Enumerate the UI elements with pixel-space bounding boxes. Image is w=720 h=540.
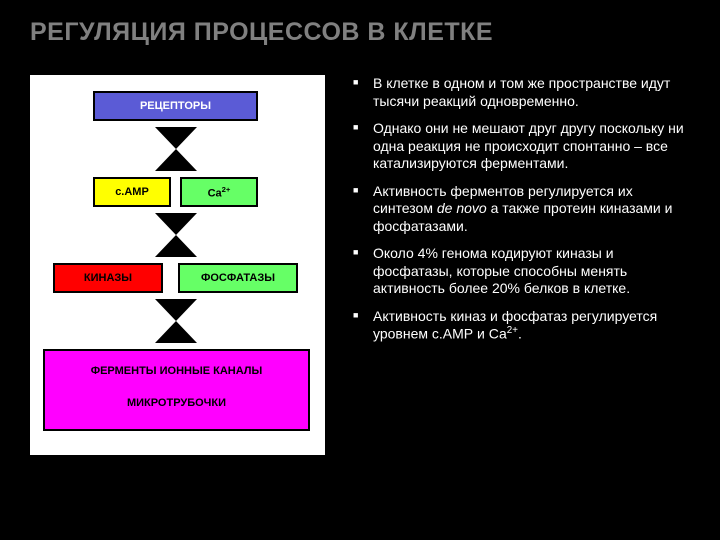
label-receptors: РЕЦЕПТОРЫ xyxy=(140,100,211,112)
bullet-item: Активность киназ и фосфатаз регулируется… xyxy=(353,308,690,344)
label-kinases: КИНАЗЫ xyxy=(84,272,132,284)
box-receptors: РЕЦЕПТОРЫ xyxy=(93,91,258,121)
box-camp: с.АМР xyxy=(93,177,171,207)
label-ca: Ca2+ xyxy=(208,185,231,200)
bullet-item: Активность ферментов регулируется их син… xyxy=(353,183,690,236)
label-phosphatases: ФОСФАТАЗЫ xyxy=(201,272,275,284)
bullet-item: Однако они не мешают друг другу поскольк… xyxy=(353,120,690,173)
flow-diagram: РЕЦЕПТОРЫ с.АМР Ca2+ xyxy=(38,85,317,445)
box-kinases: КИНАЗЫ xyxy=(53,263,163,293)
box-phosphatases: ФОСФАТАЗЫ xyxy=(178,263,298,293)
box-ca: Ca2+ xyxy=(180,177,258,207)
box-targets: ФЕРМЕНТЫ ИОННЫЕ КАНАЛЫ МИКРОТРУБОЧКИ xyxy=(43,349,310,431)
hourglass-2 xyxy=(151,211,201,259)
diagram-panel: РЕЦЕПТОРЫ с.АМР Ca2+ xyxy=(30,75,325,455)
label-enzymes-channels: ФЕРМЕНТЫ ИОННЫЕ КАНАЛЫ xyxy=(45,365,308,377)
slide-title: РЕГУЛЯЦИЯ ПРОЦЕССОВ В КЛЕТКЕ xyxy=(30,18,690,47)
bullet-item: В клетке в одном и том же пространстве и… xyxy=(353,75,690,110)
bullet-list: В клетке в одном и том же пространстве и… xyxy=(353,75,690,455)
label-camp: с.АМР xyxy=(115,186,149,198)
content-row: РЕЦЕПТОРЫ с.АМР Ca2+ xyxy=(30,75,690,455)
hourglass-1 xyxy=(151,125,201,173)
bullets-ul: В клетке в одном и том же пространстве и… xyxy=(353,75,690,343)
label-microtubules: МИКРОТРУБОЧКИ xyxy=(45,397,308,409)
hourglass-3 xyxy=(151,297,201,345)
bullet-item: Около 4% генома кодируют киназы и фосфат… xyxy=(353,245,690,298)
